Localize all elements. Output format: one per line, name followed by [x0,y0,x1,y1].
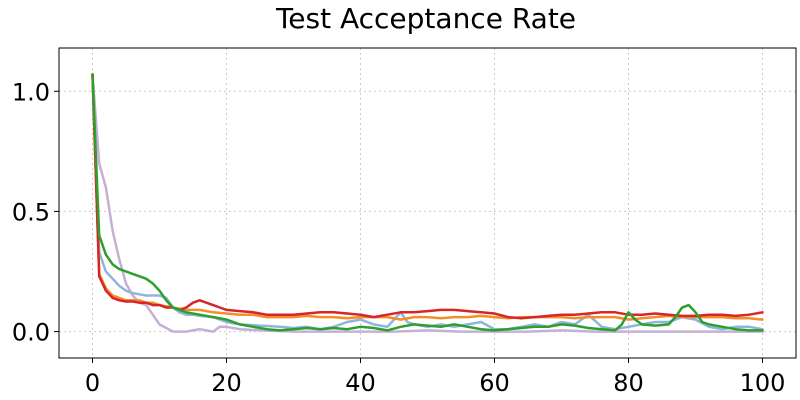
y-tick-label-1: 0.5 [12,198,50,226]
x-tick-label-1: 20 [211,369,242,397]
x-tick-label-3: 60 [479,369,510,397]
grid [59,48,796,358]
y-axis-ticks: 0.0 0.5 1.0 [12,78,59,347]
x-tick-label-5: 100 [740,369,786,397]
series-line-0 [91,73,764,333]
series-line-3 [91,73,764,320]
series-line-2 [91,73,764,321]
series-line-1 [91,73,764,331]
y-tick-label-2: 1.0 [12,78,50,106]
y-tick-label-0: 0.0 [12,319,50,347]
series-line-4 [91,73,764,332]
chart-title: Test Acceptance Rate [275,2,576,35]
x-tick-label-4: 80 [613,369,644,397]
x-tick-label-0: 0 [85,369,100,397]
series-lines [91,73,764,333]
x-tick-label-2: 40 [345,369,376,397]
plot-area-frame [58,47,797,359]
x-axis-ticks: 0 20 40 60 80 100 [85,358,786,397]
